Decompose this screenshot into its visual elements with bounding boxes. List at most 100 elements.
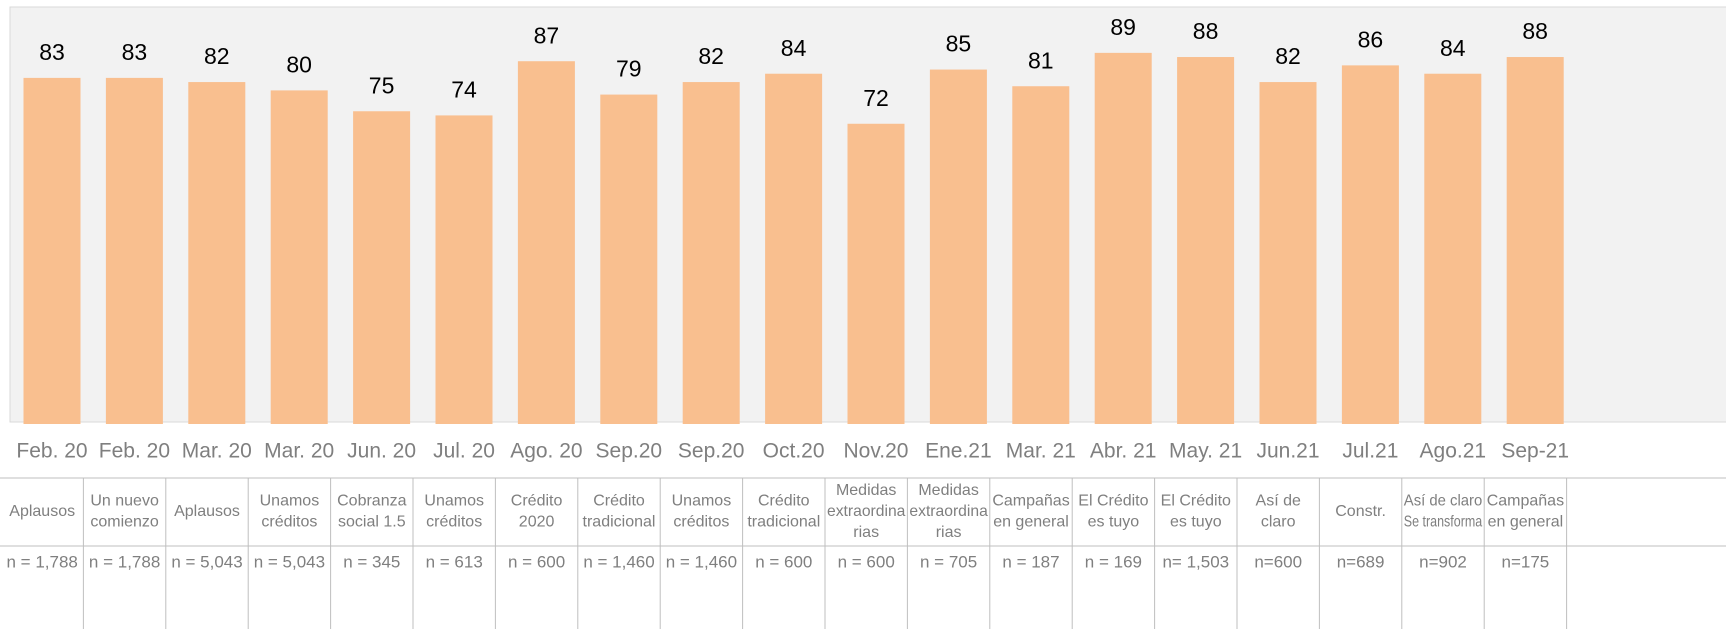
- bar: [847, 123, 905, 424]
- x-tick-label: Feb. 20: [16, 440, 87, 463]
- table-cell: rias: [853, 524, 879, 541]
- x-tick-label: Jul. 20: [433, 440, 495, 463]
- data-label: 87: [534, 22, 560, 48]
- x-tick-label: Oct.20: [763, 440, 825, 463]
- table-cell: Medidas: [836, 482, 896, 499]
- table-cell: Unamos: [424, 493, 484, 510]
- table-cell: Crédito: [511, 493, 563, 510]
- data-label: 84: [781, 35, 807, 61]
- x-tick-label: Mar. 20: [182, 440, 252, 463]
- table-cell: Aplausos: [174, 503, 240, 520]
- data-label: 83: [39, 39, 65, 65]
- table-cell: es tuyo: [1088, 514, 1140, 531]
- bar: [353, 111, 411, 424]
- bar: [1424, 73, 1482, 424]
- table-cell: n=902: [1419, 552, 1467, 571]
- x-tick-label: Mar. 21: [1006, 440, 1076, 463]
- x-tick-label: Jun.21: [1256, 440, 1319, 463]
- bar: [1259, 82, 1317, 424]
- table-cell: n=175: [1502, 552, 1550, 571]
- table-cell: Unamos: [672, 493, 732, 510]
- table-cell: El Crédito: [1161, 493, 1231, 510]
- bar: [929, 69, 987, 425]
- bar: [682, 82, 740, 424]
- x-tick-label: May. 21: [1169, 440, 1242, 463]
- data-label: 88: [1193, 18, 1219, 44]
- bar: [23, 77, 81, 424]
- data-label: 85: [946, 31, 972, 57]
- table-cell: extraordina: [909, 503, 987, 520]
- table-cell: n = 613: [426, 552, 483, 571]
- x-tick-label: Abr. 21: [1090, 440, 1157, 463]
- data-label: 83: [122, 39, 148, 65]
- table-cell: n = 187: [1002, 552, 1059, 571]
- x-tick-label: Ago. 20: [510, 440, 582, 463]
- data-label: 79: [616, 56, 642, 82]
- table-cell: n = 600: [508, 552, 565, 571]
- data-label: 72: [863, 85, 889, 111]
- table-cell: n = 1,788: [7, 552, 78, 571]
- data-label: 89: [1110, 14, 1136, 40]
- data-label: 82: [1275, 43, 1301, 69]
- x-tick-label: Sep.20: [678, 440, 745, 463]
- table-cell: n = 5,043: [171, 552, 242, 571]
- table-cell: extraordina: [827, 503, 905, 520]
- table-cell: Medidas: [918, 482, 978, 499]
- x-tick-label: Nov.20: [844, 440, 909, 463]
- table-cell: Campañas: [992, 493, 1069, 510]
- table-cell: comienzo: [90, 514, 159, 531]
- table-cell: n = 1,460: [666, 552, 737, 571]
- data-label: 81: [1028, 47, 1054, 73]
- data-label: 74: [451, 76, 477, 102]
- bar: [517, 61, 575, 425]
- table-cell: Un nuevo: [90, 493, 159, 510]
- table-cell: créditos: [673, 514, 729, 531]
- table-cell: n= 1,503: [1162, 552, 1229, 571]
- table-cell: Constr.: [1335, 503, 1386, 520]
- table-cell: claro: [1261, 514, 1296, 531]
- data-label: 88: [1522, 18, 1548, 44]
- table-cell: n = 600: [755, 552, 812, 571]
- bar: [435, 115, 493, 425]
- data-label: 75: [369, 72, 395, 98]
- bar: [1012, 86, 1070, 424]
- table-cell: n = 1,788: [89, 552, 160, 571]
- x-tick-label: Mar. 20: [264, 440, 334, 463]
- data-label: 84: [1440, 35, 1466, 61]
- data-label: 82: [204, 43, 230, 69]
- table-cell: es tuyo: [1170, 514, 1222, 531]
- x-tick-label: Jul.21: [1342, 440, 1398, 463]
- table-cell: Así de: [1256, 493, 1301, 510]
- table-cell: tradicional: [583, 514, 656, 531]
- x-tick-label: Jun. 20: [347, 440, 416, 463]
- table-cell: n = 5,043: [254, 552, 325, 571]
- table-cell: n=689: [1337, 552, 1385, 571]
- bar: [765, 73, 823, 424]
- table-cell: n = 600: [838, 552, 895, 571]
- table-cell: Así de claro: [1404, 493, 1482, 510]
- table-cell: n = 1,460: [583, 552, 654, 571]
- bar: [1094, 52, 1152, 425]
- table-cell: tradicional: [747, 514, 820, 531]
- table-cell: n=600: [1254, 552, 1302, 571]
- x-tick-label: Ago.21: [1420, 440, 1487, 463]
- table-cell: n = 345: [343, 552, 400, 571]
- x-tick-label: Feb. 20: [99, 440, 170, 463]
- bar: [1506, 57, 1564, 424]
- data-label: 82: [698, 43, 724, 69]
- table-cell: créditos: [261, 514, 317, 531]
- bar: [188, 82, 246, 424]
- table-cell: social 1.5: [338, 514, 406, 531]
- table-cell: Crédito: [593, 493, 645, 510]
- table-cell: Cobranza: [337, 493, 406, 510]
- table-cell: Unamos: [260, 493, 320, 510]
- table-cell: Se transforma: [1404, 514, 1482, 531]
- table-cell: n = 705: [920, 552, 977, 571]
- data-label: 80: [286, 51, 312, 77]
- x-tick-label: Sep-21: [1501, 440, 1569, 463]
- table-cell: en general: [993, 514, 1069, 531]
- table-cell: Crédito: [758, 493, 810, 510]
- bar: [1341, 65, 1399, 424]
- table-cell: Campañas: [1487, 493, 1564, 510]
